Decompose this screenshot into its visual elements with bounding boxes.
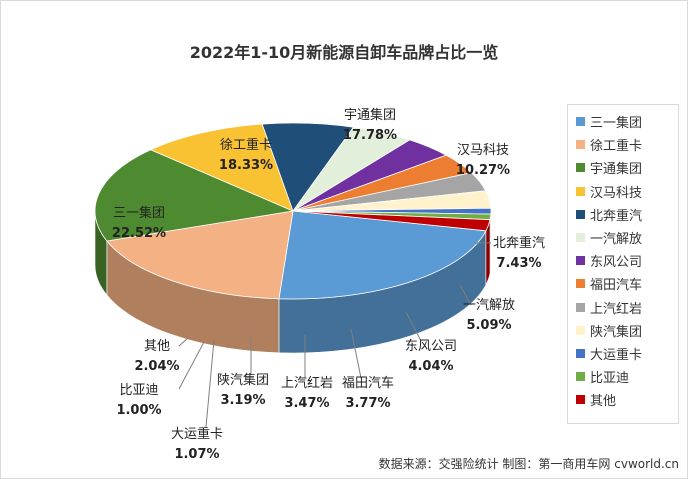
legend-label: 其他 [590, 394, 617, 410]
legend-item: 三一集团 [568, 110, 678, 133]
legend-swatch [576, 256, 585, 266]
slice-8-name-label: 福田汽车 [342, 375, 394, 391]
slice-12-leader-line [178, 341, 205, 390]
legend-swatch [576, 186, 585, 196]
legend-item: 陕汽集团 [568, 319, 678, 342]
legend-label: 比亚迪 [590, 371, 630, 387]
slice-6-name-label: 一汽解放 [463, 298, 515, 313]
slice-1-name-label: 三一集团 [113, 205, 165, 221]
slice-9-value-label: 3.47% [284, 396, 329, 411]
legend-item: 徐工重卡 [568, 133, 678, 156]
legend-item: 宇通集团 [568, 156, 678, 179]
legend-label: 一汽解放 [590, 232, 643, 248]
slice-5-value-label: 7.43% [496, 256, 541, 271]
slice-2-top [106, 210, 294, 300]
slice-13-name-label: 其他 [144, 339, 170, 354]
legend-item: 东风公司 [568, 249, 678, 272]
legend-item: 大运重卡 [568, 342, 678, 365]
slice-3-name-label: 宇通集团 [344, 107, 396, 123]
slice-8-value-label: 3.77% [345, 396, 390, 411]
slice-12-value-label: 1.00% [116, 403, 161, 418]
legend-swatch [576, 348, 585, 358]
legend-label: 宇通集团 [590, 162, 643, 178]
slice-4-value-label: 10.27% [456, 163, 510, 178]
slice-8-leader-line [350, 328, 362, 379]
legend-swatch [576, 163, 585, 173]
legend-swatch [576, 279, 585, 289]
slice-2-value-label: 18.33% [219, 158, 273, 173]
slice-7-name-label: 东风公司 [405, 339, 457, 354]
legend-label: 汉马科技 [590, 185, 643, 201]
slice-3-top [94, 149, 295, 242]
legend-swatch [576, 302, 585, 312]
pie-chart: 三一集团 22.52% 徐工重卡 18.33% 宇通集团 17.78% 汉马科技 10.27%… [94, 107, 545, 462]
legend-label: 北奔重汽 [590, 208, 643, 224]
chart-title: 2022年1-10月新能源自卸车品牌占比一览 [189, 43, 499, 62]
legend-label: 徐工重卡 [590, 139, 643, 155]
slice-1-top [278, 210, 487, 300]
slice-10-value-label: 3.19% [220, 393, 265, 408]
slice-6-leader-line [459, 284, 472, 306]
slice-5-name-label: 北奔重汽 [493, 235, 545, 251]
slice-11-value-label: 1.07% [174, 447, 219, 462]
legend-swatch [576, 325, 585, 335]
slice-1-value-label: 22.52% [112, 226, 166, 241]
slice-6-value-label: 5.09% [466, 318, 511, 333]
chart-legend: 三一集团徐工重卡宇通集团汉马科技北奔重汽一汽解放东风公司福田汽车上汽红岩陕汽集团… [567, 104, 679, 424]
slice-4-top [149, 123, 294, 212]
slice-12-name-label: 比亚迪 [119, 383, 158, 398]
slice-7-leader-line [405, 311, 422, 342]
legend-swatch [576, 233, 585, 243]
legend-swatch [576, 117, 585, 127]
legend-swatch [576, 140, 585, 150]
legend-swatch [576, 209, 585, 219]
slice-11-name-label: 大运重卡 [171, 426, 223, 442]
legend-label: 福田汽车 [590, 278, 643, 294]
legend-item: 汉马科技 [568, 180, 678, 203]
legend-item: 一汽解放 [568, 226, 678, 249]
slice-11-leader-line [205, 339, 215, 428]
legend-item: 其他 [568, 388, 678, 411]
slice-10-name-label: 陕汽集团 [217, 372, 269, 388]
legend-item: 北奔重汽 [568, 203, 678, 226]
legend-item: 比亚迪 [568, 365, 678, 388]
slice-9-name-label: 上汽红岩 [281, 375, 333, 391]
slice-3-value-label: 17.78% [343, 128, 397, 143]
legend-swatch [576, 395, 585, 405]
legend-label: 东风公司 [590, 255, 643, 271]
data-source-note: 数据来源：交强险统计 制图：第一商用车网 cvworld.cn [378, 457, 679, 471]
legend-label: 陕汽集团 [590, 324, 643, 340]
legend-label: 三一集团 [590, 116, 643, 132]
legend-swatch [576, 372, 585, 382]
legend-item: 福田汽车 [568, 272, 678, 295]
slice-4-name-label: 汉马科技 [457, 143, 509, 158]
legend-label: 大运重卡 [590, 347, 643, 363]
slice-2-name-label: 徐工重卡 [220, 137, 272, 153]
slice-7-value-label: 4.04% [408, 359, 453, 374]
legend-label: 上汽红岩 [590, 301, 643, 317]
legend-item: 上汽红岩 [568, 296, 678, 319]
slice-13-top [292, 210, 491, 232]
slice-13-leader-line [178, 337, 189, 347]
slice-13-value-label: 2.04% [134, 359, 179, 374]
